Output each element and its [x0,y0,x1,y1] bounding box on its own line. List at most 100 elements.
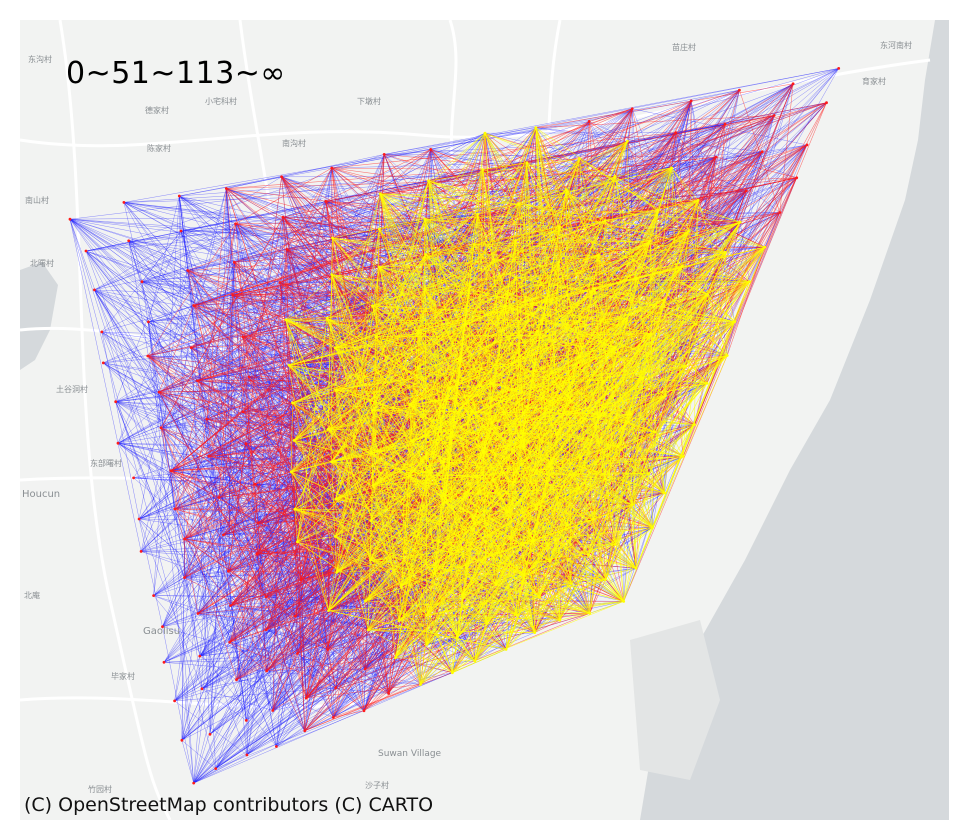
flow-line [101,281,143,333]
flow-line [384,68,839,155]
flow-line [368,629,458,638]
flow-line [226,154,385,189]
flow-line [206,223,236,420]
flow-line [229,641,336,689]
flow-line [333,710,365,718]
flow-line [170,470,185,540]
flow-line [254,484,421,685]
flow-line [331,167,741,223]
flow-line [115,401,185,578]
flow-line [266,389,336,672]
flow-line [331,132,676,169]
flow-line [162,626,194,784]
flow-line [694,102,827,425]
flow-line [158,391,267,597]
flow-line [162,402,293,627]
flow-line [226,188,373,307]
flow-line [272,649,329,711]
flow-line [101,331,140,520]
flow-line [604,151,763,221]
flow-line [539,456,684,598]
flow-line [706,124,726,384]
road [238,19,287,461]
flow-line [191,347,439,543]
flow-line [160,427,267,597]
flow-line [117,443,259,524]
flow-line [650,115,775,335]
flow-line [331,167,483,170]
flow-line [170,470,194,784]
flow-line [266,572,337,598]
flow-line [335,193,381,349]
flow-line [123,202,143,282]
flow-line [69,219,216,769]
flow-line [193,237,333,306]
flow-line [474,244,599,256]
flow-line [304,613,590,732]
flow-line [197,541,298,614]
flow-line [201,688,247,721]
flow-line [474,615,518,662]
flow-line [158,391,247,444]
flow-line [636,151,763,279]
road [448,19,472,221]
flow-line [191,237,333,349]
flow-line [380,177,797,195]
flow-line [229,318,328,643]
flow-line [160,427,267,672]
flow-line [184,538,231,606]
flow-line [297,653,389,694]
flow-line [174,376,250,510]
flow-line [123,202,403,516]
flow-line [535,83,794,128]
flow-line [160,427,292,473]
flow-line [774,102,827,116]
flow-line [235,223,333,239]
flow-line [147,262,235,357]
flow-line [254,484,329,611]
flow-line [424,102,827,220]
flow-line [331,167,708,295]
flow-line [184,577,201,657]
flow-line [181,740,194,784]
flow-line [384,127,536,155]
flow-line [141,551,399,622]
flow-line [148,321,162,428]
flow-line [300,461,332,580]
flow-line [170,305,373,471]
flow-line [148,321,176,510]
flow-line [395,657,453,673]
flow-line [197,613,458,638]
flow-line [159,144,808,393]
flow-line [266,657,396,672]
flow-line [218,497,427,616]
flow-line [197,613,267,672]
flow-line [306,613,590,699]
flow-line [184,347,336,540]
flow-line [380,149,431,195]
flow-line [184,538,296,617]
flow-line [333,672,453,718]
flow-line [181,740,216,769]
flow-line [615,115,775,177]
flow-line [187,108,633,271]
flow-line [331,189,567,275]
flow-line [368,629,453,673]
flow-line [282,162,527,218]
flow-line [174,508,365,711]
flow-line [184,419,207,540]
flow-line [325,167,333,202]
flow-line [605,252,726,580]
flow-line [266,573,435,672]
flow-line [85,223,236,252]
flow-line [286,249,290,366]
flow-line [101,294,233,333]
flow-line [201,688,273,711]
flow-line [153,595,277,747]
flow-line [140,188,227,552]
road [19,58,931,148]
flow-line [193,522,259,784]
flow-line [535,115,775,128]
flow-line [191,347,306,731]
